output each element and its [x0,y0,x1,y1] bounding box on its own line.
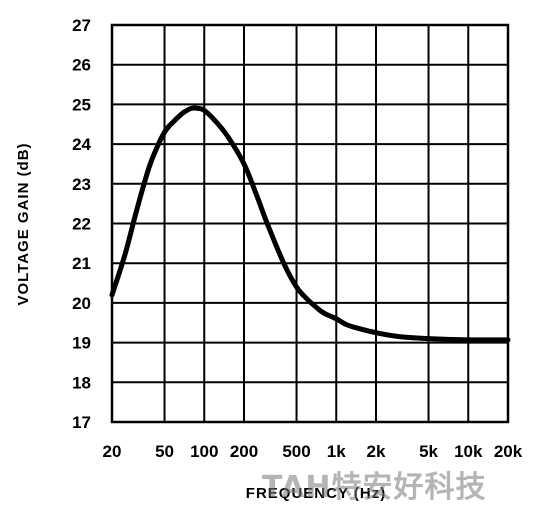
x-tick-label: 1k [327,442,346,461]
x-tick-labels: 20 50 100 200 500 1k 2k 5k 10k 20k [103,442,523,461]
series-layer [109,105,511,343]
y-tick-label: 24 [72,135,91,154]
y-tick-label: 25 [72,95,91,114]
x-tick-label: 5k [419,442,438,461]
y-tick-label: 17 [72,413,91,432]
y-tick-label: 23 [72,175,91,194]
x-tick-label: 200 [230,442,258,461]
x-tick-label: 20k [494,442,523,461]
y-tick-label: 21 [72,254,91,273]
y-axis-label: VOLTAGE GAIN (dB) [15,142,32,305]
x-tick-label: 100 [190,442,218,461]
grid [110,23,510,424]
watermark: TAH特安好科技 [262,470,487,505]
x-axis-label: FREQUENCY (Hz) [246,485,386,502]
y-tick-label: 27 [72,16,91,35]
y-tick-label: 20 [72,294,91,313]
y-tick-label: 19 [72,334,91,353]
x-tick-label: 10k [454,442,483,461]
x-tick-label: 500 [282,442,310,461]
x-tick-label: 2k [367,442,386,461]
plot-frame [110,23,510,424]
y-tick-labels: 17 18 19 20 21 22 23 24 25 26 27 [72,16,91,432]
y-tick-label: 26 [72,56,91,75]
series-line-0 [109,105,511,343]
y-tick-label: 22 [72,215,91,234]
y-tick-label: 18 [72,373,91,392]
x-tick-label: 20 [103,442,122,461]
x-tick-label: 50 [155,442,174,461]
